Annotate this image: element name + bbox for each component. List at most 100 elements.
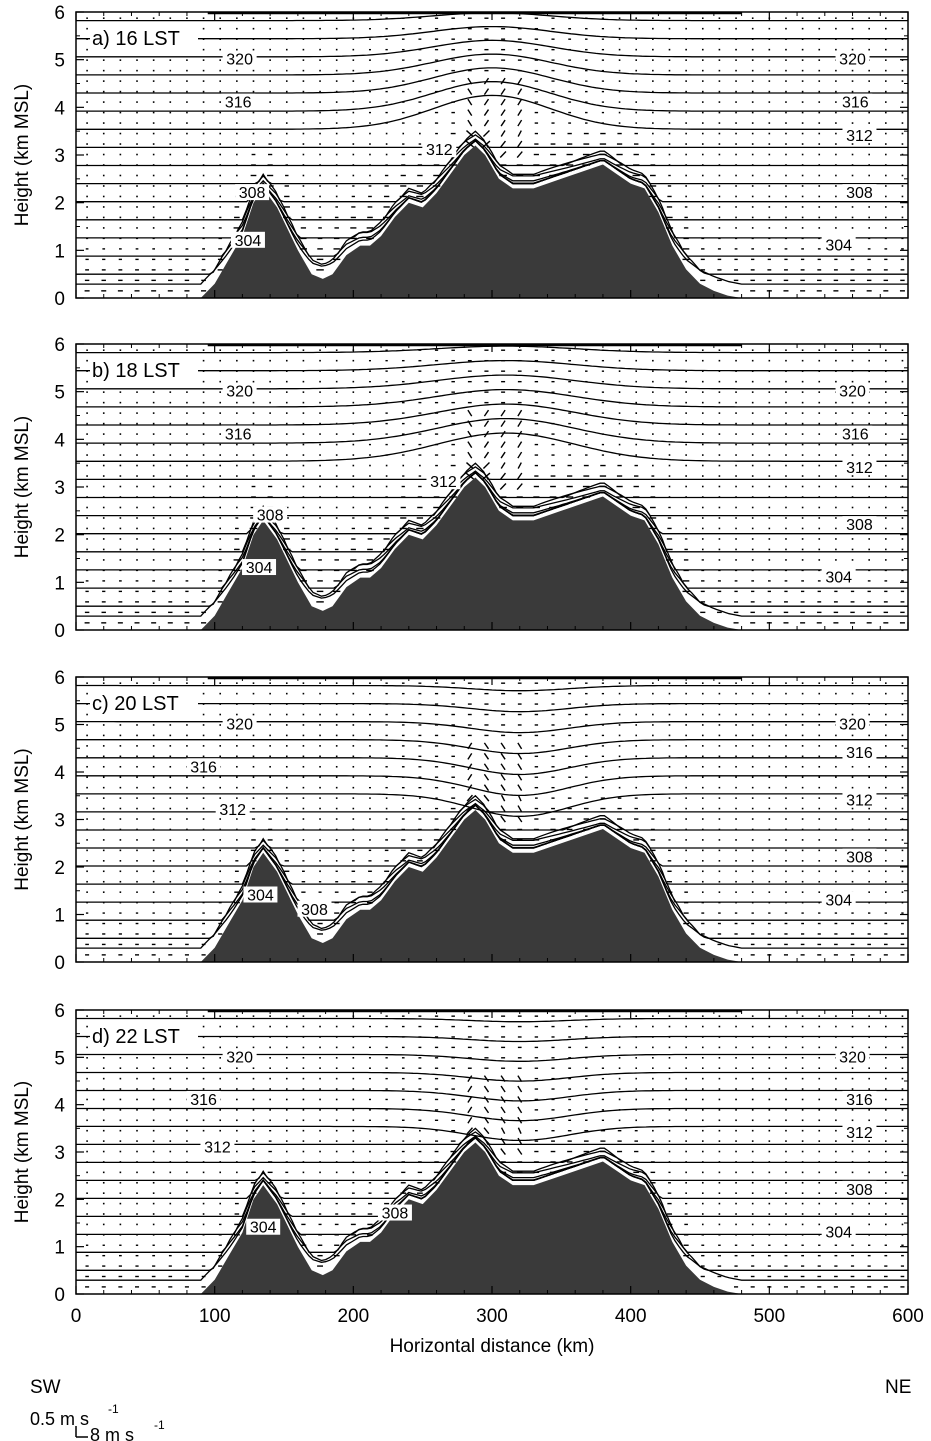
wind-dot <box>652 132 654 135</box>
wind-dot <box>801 786 804 789</box>
wind-dot <box>219 380 222 383</box>
wind-dot <box>136 745 138 747</box>
wind-dot <box>86 443 88 446</box>
wind-dot <box>818 734 821 737</box>
wind-dot <box>136 1077 138 1080</box>
wind-dot <box>202 216 205 219</box>
isentropes <box>76 684 908 949</box>
panel-label-bg <box>90 356 198 384</box>
wind-dot <box>252 359 255 362</box>
wind-dot <box>701 713 704 716</box>
wind-dot <box>635 765 638 768</box>
wind-dot <box>102 1202 105 1205</box>
wind-dot <box>618 1077 621 1080</box>
wind-dot <box>751 776 754 779</box>
wind-dot <box>718 713 721 716</box>
wind-dot <box>302 745 305 747</box>
wind-vector <box>517 130 522 137</box>
wind-dot <box>835 101 837 103</box>
wind-dot <box>618 27 621 30</box>
wind-dot <box>119 559 122 561</box>
wind-dot <box>335 1098 338 1101</box>
wind-dot <box>335 27 338 30</box>
wind-dot <box>818 174 821 177</box>
wind-dot <box>202 433 205 435</box>
wind-dot <box>335 485 338 488</box>
wind-dot <box>785 475 787 477</box>
wind-dot <box>186 807 188 810</box>
wind-vector <box>483 794 490 802</box>
wind-dot <box>102 849 105 852</box>
wind-dot <box>701 90 704 93</box>
wind-dot <box>236 734 238 737</box>
wind-dot <box>835 1213 837 1215</box>
panel-label: b) 18 LST <box>92 360 180 382</box>
wind-dot <box>885 69 887 72</box>
wind-dot <box>735 475 737 477</box>
wind-dot <box>202 69 205 72</box>
wind-dot <box>668 475 671 477</box>
wind-vector <box>483 98 490 106</box>
wind-dot <box>801 475 804 477</box>
contour-label: 308 <box>239 185 266 202</box>
wind-dot <box>635 713 638 716</box>
wind-vector <box>482 130 490 138</box>
wind-dot <box>369 464 371 467</box>
wind-dot <box>718 227 721 229</box>
y-tick-label: 1 <box>54 906 65 927</box>
wind-dot <box>352 1150 355 1153</box>
wind-dot <box>86 485 88 488</box>
y-axis-title: Height (km MSL) <box>12 748 33 891</box>
wind-vector <box>517 1106 523 1114</box>
wind-dot <box>718 1171 721 1174</box>
wind-dot <box>818 69 821 72</box>
wind-dot <box>685 1067 687 1070</box>
wind-dot <box>202 1109 205 1111</box>
contour-label-bg <box>842 516 877 533</box>
wind-dot <box>685 122 687 124</box>
wind-dot <box>302 1171 305 1174</box>
wind-dot <box>186 80 188 82</box>
wind-dot <box>885 682 887 684</box>
wind-dot <box>86 143 88 145</box>
y-tick-label: 0 <box>54 289 65 310</box>
wind-dot <box>302 734 305 737</box>
wind-dot <box>119 143 122 145</box>
wind-dot <box>136 454 138 456</box>
wind-dot <box>835 849 837 852</box>
wind-dot <box>269 745 271 747</box>
wind-dot <box>685 797 687 799</box>
wind-dot <box>302 443 305 446</box>
wind-dot <box>319 349 321 351</box>
wind-dot <box>635 48 638 51</box>
contour-label: 316 <box>842 95 869 112</box>
wind-dot <box>86 891 88 893</box>
wind-dot <box>652 59 654 61</box>
wind-dot <box>202 797 205 799</box>
wind-dot <box>652 17 654 19</box>
wind-dot <box>186 818 188 820</box>
wind-dot <box>169 1088 172 1090</box>
wind-dot <box>86 422 88 425</box>
wind-dot <box>685 69 687 72</box>
wind-dot <box>701 443 704 446</box>
wind-dot <box>785 517 787 519</box>
contour-label-bg <box>222 1048 257 1065</box>
wind-dot <box>868 682 870 684</box>
wind-dot <box>718 111 721 114</box>
wind-dot <box>718 724 721 726</box>
wind-dot <box>102 734 105 737</box>
wind-dot <box>285 734 288 737</box>
contour-label-bg <box>821 236 856 253</box>
wind-dot <box>768 527 771 530</box>
wind-vector <box>500 794 506 802</box>
wind-dot <box>718 48 721 51</box>
wind-dot <box>236 143 238 145</box>
wind-dot <box>668 797 671 799</box>
wind-vector <box>500 130 506 137</box>
wind-dot <box>801 839 804 841</box>
wind-dot <box>285 464 288 467</box>
x-tick-label: 500 <box>753 1306 785 1327</box>
wind-dot <box>119 682 122 684</box>
